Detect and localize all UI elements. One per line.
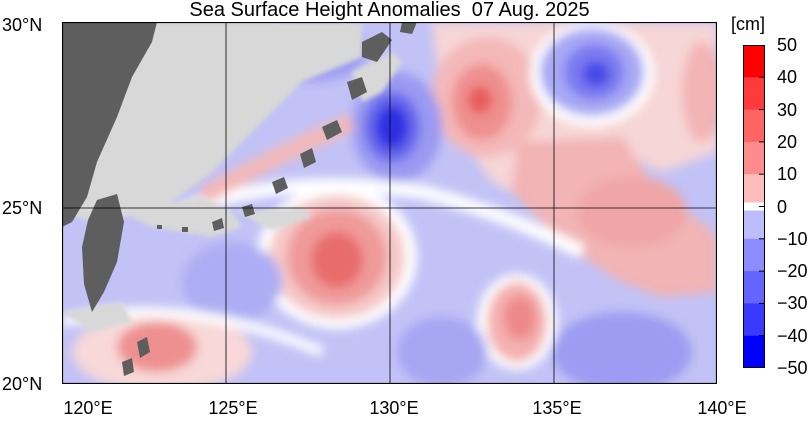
map-title: Sea Surface Height Anomalies 07 Aug. 202… xyxy=(189,0,590,21)
colorbar-label: 20 xyxy=(777,131,798,152)
ssh-anomaly-map xyxy=(62,22,717,384)
colorbar-label: −40 xyxy=(777,325,808,346)
colorbar-band xyxy=(743,77,765,111)
colorbar-band xyxy=(743,238,765,272)
colorbar-label: 0 xyxy=(777,196,788,217)
colorbar-band xyxy=(743,335,765,368)
lon-label-130e: 130°E xyxy=(369,398,419,418)
colorbar-zero-band xyxy=(743,202,765,211)
lat-label-20n: 20°N xyxy=(2,374,43,394)
lon-label-135e: 135°E xyxy=(532,398,582,418)
colorbar-label: 40 xyxy=(777,67,798,88)
lon-label-140e: 140°E xyxy=(697,398,747,418)
colorbar-band xyxy=(743,303,765,337)
colorbar-label: −30 xyxy=(777,293,808,314)
colorbar-band xyxy=(743,206,765,240)
colorbar-label: 10 xyxy=(777,164,798,185)
colorbar-label: −20 xyxy=(777,261,808,282)
colorbar xyxy=(743,45,765,368)
colorbar-band xyxy=(743,45,765,78)
colorbar-label: 30 xyxy=(777,99,798,120)
colorbar-band xyxy=(743,141,765,175)
lat-label-30n: 30°N xyxy=(2,15,43,35)
colorbar-band xyxy=(743,174,765,207)
colorbar-label: 50 xyxy=(777,35,798,55)
colorbar-unit: [cm] xyxy=(731,14,765,34)
lon-label-125e: 125°E xyxy=(208,398,258,418)
colorbar-label: −10 xyxy=(777,228,808,249)
colorbar-label: −50 xyxy=(777,358,808,378)
colorbar-band xyxy=(743,271,765,304)
lat-label-25n: 25°N xyxy=(2,198,43,218)
colorbar-band xyxy=(743,109,765,143)
lon-label-120e: 120°E xyxy=(63,398,113,418)
